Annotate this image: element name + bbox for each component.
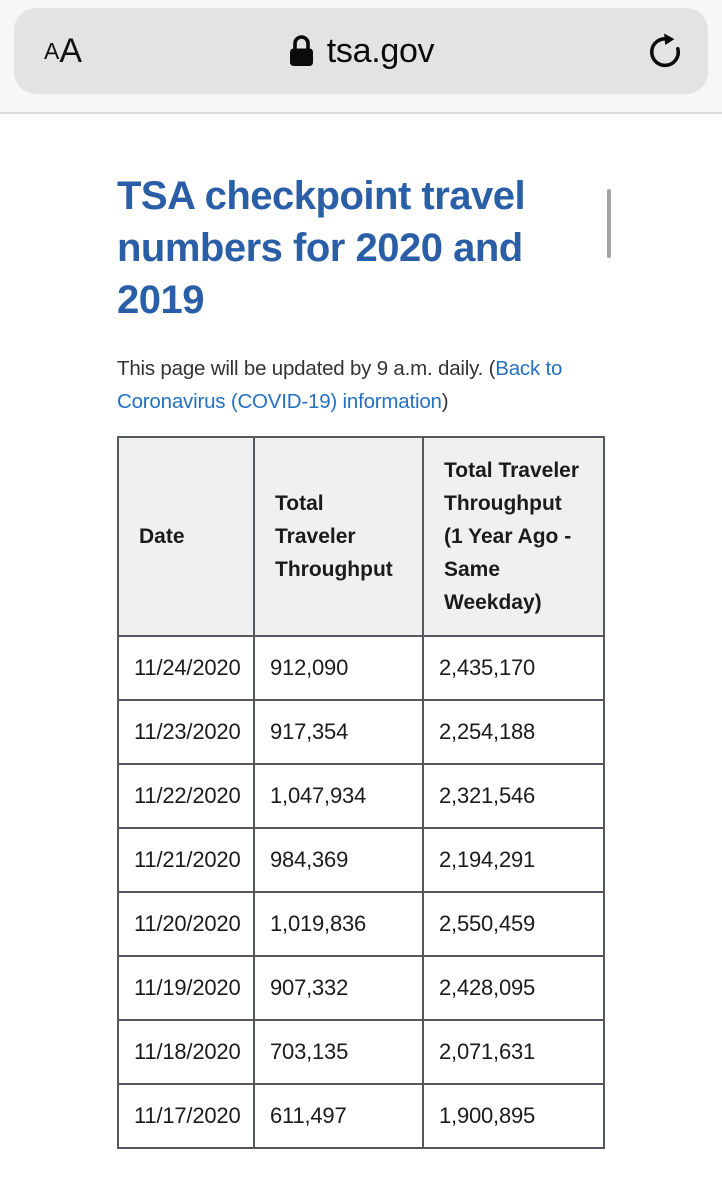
table-viewport: Date Total Traveler Throughput Total Tra… — [117, 436, 605, 1172]
table-cell: 2,194,291 — [422, 827, 605, 893]
table-cell: 11/22/2020 — [117, 763, 255, 829]
text-size-small-label: A — [44, 37, 60, 64]
header-year-ago-throughput: Total Traveler Throughput (1 Year Ago - … — [422, 436, 605, 637]
header-total-throughput: Total Traveler Throughput — [253, 436, 424, 637]
text-size-big-label: A — [59, 32, 83, 70]
table-cell: 11/17/2020 — [117, 1083, 255, 1149]
page-title: TSA checkpoint travel numbers for 2020 a… — [117, 174, 526, 322]
table-row: 11/18/2020 703,135 2,071,631 — [117, 1019, 605, 1085]
table-cell: 11/24/2020 — [117, 635, 255, 701]
table-cell: 11/20/2020 — [117, 891, 255, 957]
table-cell: 917,354 — [253, 699, 424, 765]
table-row: 11/19/2020 907,332 2,428,095 — [117, 955, 605, 1021]
table-cell: 2,071,631 — [422, 1019, 605, 1085]
table-cell: 907,332 — [253, 955, 424, 1021]
table-cell: 1,047,934 — [253, 763, 424, 829]
table-cell: 2,428,095 — [422, 955, 605, 1021]
table-cell: 611,497 — [253, 1083, 424, 1149]
intro-prefix: This page will be updated by 9 a.m. dail… — [117, 357, 496, 380]
reload-button[interactable] — [644, 8, 686, 94]
table-row: 11/17/2020 611,497 1,900,895 — [117, 1083, 605, 1149]
table-cell: 2,254,188 — [422, 699, 605, 765]
table-row: 11/22/2020 1,047,934 2,321,546 — [117, 763, 605, 829]
table-cell: 11/21/2020 — [117, 827, 255, 893]
reload-icon — [644, 30, 686, 72]
table-cell: 2,435,170 — [422, 635, 605, 701]
url-text: tsa.gov — [326, 31, 435, 70]
covid-info-link[interactable]: Back to Coronavirus (COVID-19) informati… — [117, 357, 563, 413]
table-cell: 2,321,546 — [422, 763, 605, 829]
table-cell: 703,135 — [253, 1019, 424, 1085]
table-body: 11/24/2020 912,090 2,435,170 11/23/2020 917,… — [117, 635, 605, 1149]
header-date: Date — [117, 436, 255, 637]
table-row: 11/21/2020 984,369 2,194,291 — [117, 827, 605, 893]
table-cell: 11/23/2020 — [117, 699, 255, 765]
table-cell: 11/18/2020 — [117, 1019, 255, 1085]
intro-suffix: ) — [441, 390, 449, 413]
table-row: 11/20/2020 1,019,836 2,550,459 — [117, 891, 605, 957]
table-cell: 1,019,836 — [253, 891, 424, 957]
throughput-table: Date Total Traveler Throughput Total Tra… — [117, 436, 605, 1149]
table-cell: 2,550,459 — [422, 891, 605, 957]
scrollbar-thumb[interactable] — [607, 189, 611, 258]
table-header-row: Date Total Traveler Throughput Total Tra… — [117, 436, 605, 637]
page-content: TSA checkpoint travel numbers for 2020 a… — [117, 116, 605, 1172]
table-row: 11/24/2020 912,090 2,435,170 — [117, 635, 605, 701]
intro-text: This page will be updated by 9 a.m. dail… — [117, 352, 605, 418]
table-cell: 984,369 — [253, 827, 424, 893]
table-cell: 11/19/2020 — [117, 955, 255, 1021]
url-display: tsa.gov — [288, 32, 435, 71]
lock-icon — [288, 34, 315, 68]
table-cell: 912,090 — [253, 635, 424, 701]
table-row: 11/23/2020 917,354 2,254,188 — [117, 699, 605, 765]
table-cell: 1,900,895 — [422, 1083, 605, 1149]
